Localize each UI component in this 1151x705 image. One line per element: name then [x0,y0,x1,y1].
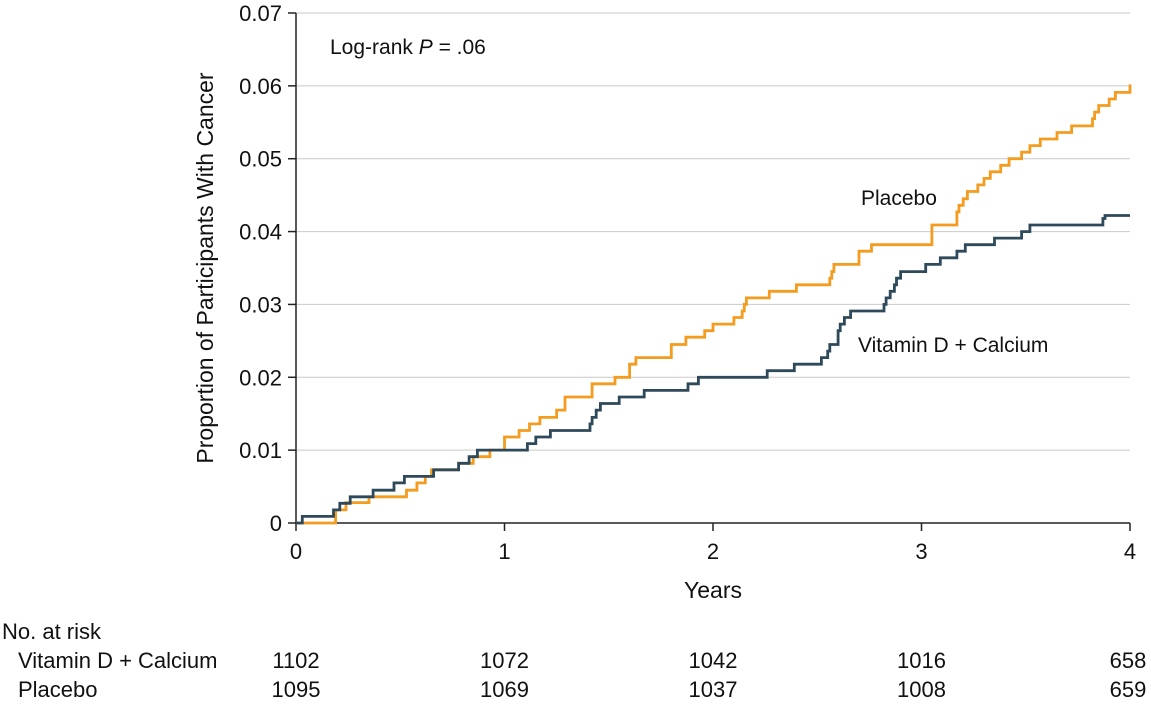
series-line-vitamin-d-calcium [296,214,1130,525]
risk-count-r1-c3: 1008 [897,677,946,702]
y-tick-label-5: 0.05 [239,147,282,172]
risk-count-r0-c4: 658 [1109,648,1147,673]
x-tick-label-0: 0 [290,539,302,564]
y-tick-label-1: 0.01 [239,438,282,463]
axes: 0 0.01 0.02 0.03 0.04 0.05 0.06 0.07 0 1 2 3 4 [239,1,1136,564]
y-tick-label-6: 0.06 [239,74,282,99]
series-lines [296,84,1132,525]
x-axis-title: Years [684,577,742,603]
risk-count-r0-c2: 1042 [688,648,738,673]
risk-count-r0-c3: 1016 [897,648,946,673]
x-tick-label-4: 4 [1124,539,1136,564]
y-tick-label-4: 0.04 [239,220,282,245]
x-tick-label-1: 1 [498,539,510,564]
km-chart: 0 0.01 0.02 0.03 0.04 0.05 0.06 0.07 0 1 2 3 4 Propo… [192,1,1136,603]
y-tick-label-2: 0.02 [239,365,282,390]
placebo-line-label: Placebo [861,187,937,210]
y-tick-label-7: 0.07 [239,1,282,26]
risk-table-title: No. at risk [2,619,102,644]
risk-count-r0-c0: 1102 [272,648,320,673]
risk-row-label-vitd: Vitamin D + Calcium [18,648,218,673]
risk-count-r0-c1: 1072 [480,648,529,673]
risk-count-r1-c1: 1069 [480,677,529,702]
vitd-line-label: Vitamin D + Calcium [858,334,1048,357]
y-tick-label-0: 0 [270,511,282,536]
risk-count-r1-c2: 1037 [688,677,738,702]
risk-count-r1-c0: 1095 [271,677,321,702]
y-axis-title: Proportion of Participants With Cancer [192,72,218,464]
logrank-annotation: Log-rank P = .06 [330,36,486,59]
risk-row-label-placebo: Placebo [18,677,98,702]
x-tick-label-3: 3 [915,539,927,564]
x-tick-label-2: 2 [707,539,719,564]
gridlines [296,12,1130,451]
risk-count-r1-c4: 659 [1109,677,1147,702]
series-line-placebo [296,84,1132,525]
y-tick-label-3: 0.03 [239,292,282,317]
